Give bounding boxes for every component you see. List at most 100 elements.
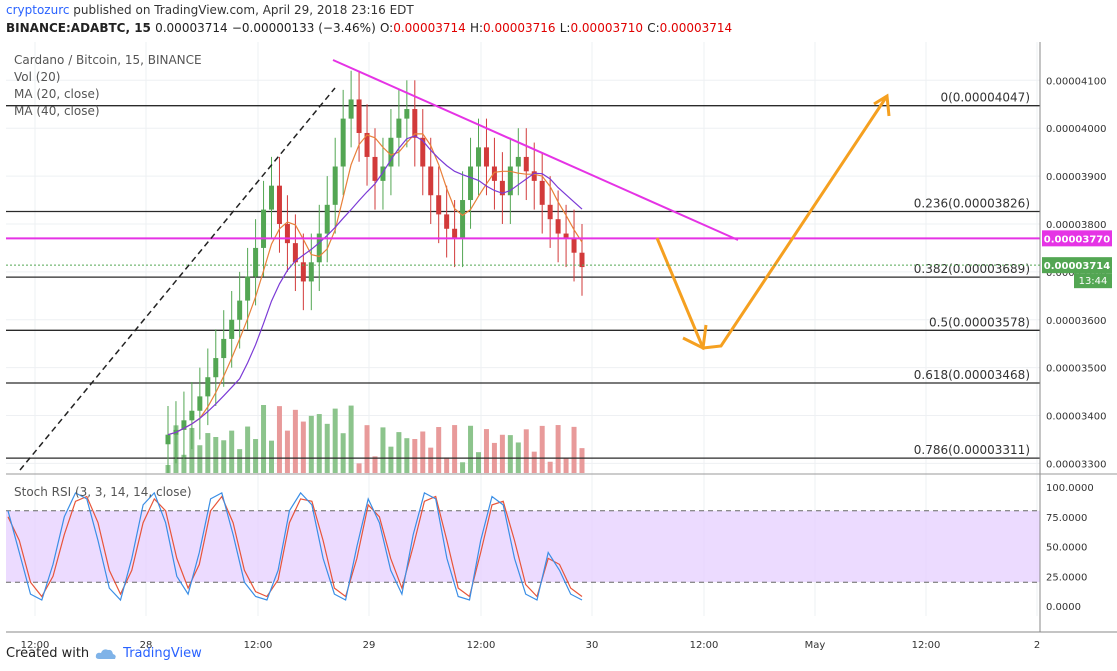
chart-title: Cardano / Bitcoin, 15, BINANCE (14, 53, 202, 67)
low-value: 0.00003710 (570, 21, 643, 35)
volume-bar (189, 427, 195, 473)
time-tick-label: 12:00 (467, 640, 496, 651)
volume-bar (308, 415, 314, 473)
volume-bar (269, 440, 274, 473)
author-link[interactable]: cryptozurc (6, 3, 70, 17)
candle-body (412, 109, 418, 138)
volume-bar (292, 409, 298, 473)
price-tick-label: 0.00003500 (1046, 364, 1106, 375)
volume-bar (531, 451, 537, 473)
candle-body (364, 132, 370, 157)
volume-bar (197, 445, 203, 473)
volume-bar (284, 430, 290, 473)
countdown-badge (1074, 273, 1112, 289)
time-tick-label: 12:00 (244, 640, 273, 651)
publish-line: cryptozurc published on TradingView.com,… (6, 3, 414, 17)
stoch-tick-label: 0.0000 (1046, 602, 1081, 613)
candle-body (476, 147, 481, 167)
tradingview-link[interactable]: TradingView (123, 646, 202, 661)
volume-bar (579, 448, 585, 473)
volume-bar (380, 427, 386, 473)
candle-body (428, 166, 434, 196)
volume-bar (356, 463, 362, 473)
volume-bar (237, 449, 243, 473)
candle-body (324, 204, 330, 234)
volume-bar (396, 432, 402, 473)
candle-body (229, 319, 235, 339)
volume-bar (205, 433, 211, 473)
current-price-text: 0.00003714 (1044, 261, 1110, 272)
candle-body (388, 137, 394, 167)
fibonacci-levels: 0(0.00004047) 0.236(0.00003826) 0.382(0.00… (6, 91, 1040, 459)
down-arrowhead (682, 324, 708, 351)
time-tick-label: 30 (586, 640, 599, 651)
volume-bar (181, 454, 187, 473)
volume-bar (261, 405, 267, 473)
volume-bar (412, 439, 418, 473)
axes: 12:00 28 12:00 29 12:00 30 12:00 May 12:00 2 0.000… (6, 42, 1117, 651)
time-tick-label: 2 (1034, 640, 1040, 651)
candle-body (515, 156, 521, 167)
ma20-legend: MA (20, close) (14, 87, 100, 101)
candle-body (523, 156, 529, 172)
stoch-tick-label: 25.0000 (1046, 572, 1087, 583)
candle-body (460, 200, 466, 239)
time-tick-label: 12:00 (690, 640, 719, 651)
volume-bar (452, 425, 458, 473)
volume-bar (372, 456, 378, 473)
volume-bar (229, 430, 235, 473)
volume-bar (276, 406, 282, 473)
high-value: 0.00003716 (483, 21, 556, 35)
volume-bar (332, 408, 338, 473)
candle-body (332, 166, 338, 205)
candle-body (452, 228, 458, 239)
stoch-tick-label: 100.0000 (1046, 483, 1094, 494)
candle-body (507, 166, 513, 196)
candle-body (197, 396, 203, 411)
descending-trendline (332, 59, 739, 241)
candle-body (579, 252, 585, 268)
volume-bar (388, 446, 394, 473)
volume-bar (245, 426, 251, 473)
candle-body (213, 358, 219, 378)
volume-bar (523, 429, 529, 473)
candle-body (284, 223, 290, 244)
candle-body (316, 233, 322, 263)
level-price-badge (1042, 230, 1112, 247)
volume-bar (507, 435, 513, 473)
symbol-line: BINANCE:ADABTC, 15 (6, 21, 151, 35)
volume-bar (436, 427, 442, 473)
candle-body (571, 238, 577, 253)
volume-bar (348, 405, 354, 473)
candle-body (237, 300, 243, 320)
candle-body (420, 137, 426, 167)
volume-bar (483, 429, 489, 473)
fib-level-label: 0.382(0.00003689) (914, 262, 1030, 276)
volume-bar (300, 421, 306, 473)
candle-body (563, 233, 569, 239)
time-tick-label: 29 (363, 640, 376, 651)
price-tick-label: 0.00003300 (1046, 459, 1106, 470)
candle-body (380, 166, 386, 181)
level-price-text: 0.00003770 (1044, 234, 1110, 245)
volume-bar (468, 425, 474, 473)
close-value: 0.00003714 (659, 21, 733, 35)
open-value: 0.00003714 (393, 21, 466, 35)
stoch-legend: Stoch RSI (3, 3, 14, 14, close) (14, 485, 192, 499)
volume-bar (213, 437, 219, 473)
volume-bar (340, 433, 346, 473)
published-text: published on TradingView.com, April 29, … (73, 3, 414, 17)
countdown-text: 13:44 (1079, 276, 1108, 287)
candle-body (396, 118, 402, 138)
volume-bar (324, 423, 330, 473)
high-label: H: (469, 21, 484, 35)
vol-legend: Vol (20) (14, 70, 60, 84)
volume-bar (404, 438, 410, 473)
fib-level-label: 0.618(0.00003468) (914, 368, 1030, 382)
candle-body (499, 180, 505, 196)
stoch-k-line (7, 491, 583, 602)
candle-body (189, 410, 195, 421)
volume-bar (420, 431, 426, 473)
candle-body (181, 420, 187, 430)
